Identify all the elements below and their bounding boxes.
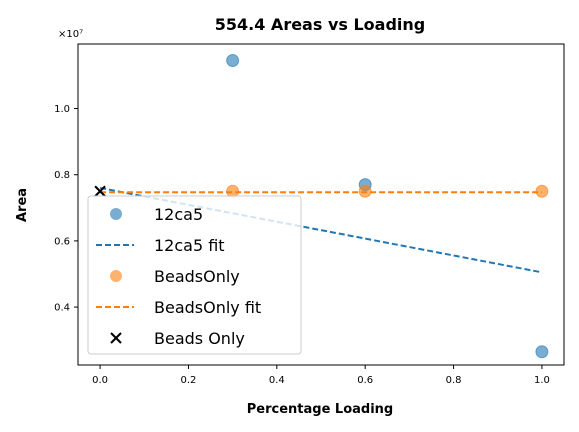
legend-swatch xyxy=(110,208,122,220)
x-tick-label: 0.2 xyxy=(181,375,197,386)
legend-label: 12ca5 fit xyxy=(154,236,225,255)
y-tick-label: 1.0 xyxy=(54,104,70,115)
series-12ca5 xyxy=(226,54,549,359)
series-beads-only xyxy=(94,185,106,197)
x-tick-label: 0.6 xyxy=(357,375,373,386)
legend-label: 12ca5 xyxy=(154,205,203,224)
legend-label: BeadsOnly xyxy=(154,267,240,286)
x-tick-label: 0.0 xyxy=(92,375,108,386)
x-tick-label: 0.8 xyxy=(446,375,462,386)
legend-item: 12ca5 fit xyxy=(96,236,225,255)
y-axis: 0.4 0.6 0.8 1.0 xyxy=(54,104,78,314)
plot-frame xyxy=(77,43,565,366)
legend-box xyxy=(87,195,302,355)
legend-swatch xyxy=(110,270,122,282)
x-tick-label: 0.4 xyxy=(269,375,285,386)
y-tick-label: 0.6 xyxy=(54,236,70,247)
legend-item: 12ca5 xyxy=(110,205,203,224)
data-point xyxy=(94,185,106,197)
y-axis-label: Area xyxy=(15,188,30,222)
legend-label: Beads Only xyxy=(154,329,245,348)
x-marker-stroke xyxy=(94,185,106,197)
legend: 12ca5 12ca5 fit BeadsOnly BeadsOnly fit Bead… xyxy=(87,195,302,355)
chart-title: 554.4 Areas vs Loading xyxy=(215,15,425,34)
data-point xyxy=(226,54,240,68)
x-tick-label: 1.0 xyxy=(534,375,550,386)
legend-swatch xyxy=(110,332,122,344)
x-axis: 0.0 0.2 0.4 0.6 0.8 1.0 xyxy=(92,365,550,386)
y-tick-label: 0.8 xyxy=(54,170,70,181)
y-tick-label: 0.4 xyxy=(54,303,70,314)
legend-item: BeadsOnly xyxy=(110,267,240,286)
legend-item: Beads Only xyxy=(110,329,245,348)
x-axis-label: Percentage Loading xyxy=(247,402,393,417)
legend-label: BeadsOnly fit xyxy=(154,298,261,317)
y-offset-text: ×10⁷ xyxy=(58,29,83,40)
legend-item: BeadsOnly fit xyxy=(96,298,261,317)
data-point xyxy=(535,345,549,359)
